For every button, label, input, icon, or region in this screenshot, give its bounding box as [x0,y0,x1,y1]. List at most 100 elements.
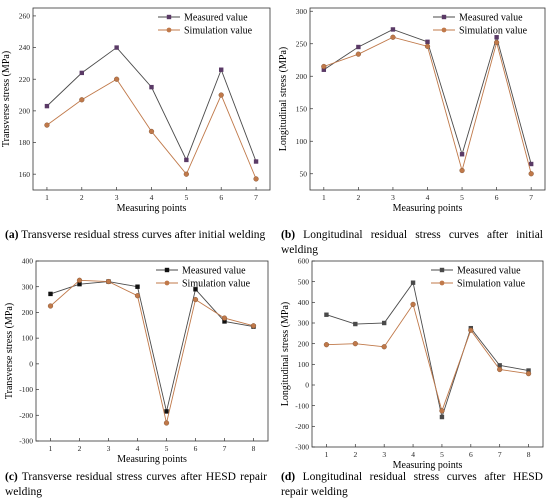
y-tick-label: 100 [298,360,310,369]
simulation-point [355,51,361,57]
measured-point [184,157,189,163]
x-tick-label: 4 [150,193,154,202]
y-tick-label: 200 [22,308,34,317]
simulation-point [410,301,416,308]
simulation-point [148,128,155,135]
measured-point [48,291,53,297]
chart-c-svg: -300 -200 -100 0 100 200 300 400 1 2 3 4 5 6 7 8 Measuri… [4,257,269,465]
plot-frame [35,260,269,442]
simulation-point [47,303,54,309]
legend-label: Simulation value [182,279,251,290]
chart-d-svg: -300 -200 -100 0 100 200 300 400 500 600 1 2 3 4 5 6 7 8 M… [280,257,544,471]
x-tick-label: 7 [498,450,502,459]
y-tick-label: 260 [19,12,31,21]
measured-point [425,39,430,44]
measured-point [77,281,82,287]
caption-a-label: (a) [5,229,19,241]
y-tick-label: 220 [19,75,31,84]
legend-marker [166,27,172,33]
y-tick-label: 200 [19,106,31,115]
measured-point [79,70,84,76]
simulation-point [497,366,503,373]
measured-point [149,84,154,90]
y-tick-label: 300 [298,319,310,328]
simulation-point [381,344,387,350]
simulation-point [439,408,445,414]
y-tick-label: 100 [22,334,34,343]
x-tick-label: 3 [391,193,395,202]
legend-marker [164,267,170,273]
x-tick-label: 5 [460,193,464,202]
measured-point [528,161,534,167]
legend-marker [164,280,170,286]
x-tick-label: 7 [223,444,227,453]
legend-label: Simulation value [459,26,528,37]
measured-point [526,368,531,373]
measured-point [459,152,465,157]
simulation-line [50,279,254,424]
y-tick-label: 0 [305,381,309,390]
legend-label: Measured value [184,13,248,24]
measured-point [44,103,50,109]
simulation-point [528,171,534,177]
measured-point [353,321,358,327]
caption-d-label: (d) [281,471,296,483]
y-tick-label: 300 [22,282,34,291]
y-tick-label: 500 [298,277,310,286]
chart-panel-a: 160 180 200 220 240 260 1 2 3 4 5 6 7 Measuring point… [0,0,275,225]
x-tick-label: 7 [529,193,533,202]
measured-point [193,287,198,292]
legend-label: Measured value [457,266,521,277]
y-axis-label: Transverse stress (MPa) [1,51,12,147]
measured-point [356,44,361,50]
simulation-point [134,293,141,299]
simulation-point [163,420,170,426]
y-tick-label: 200 [298,339,310,348]
simulation-line [323,36,532,174]
simulation-point [105,278,112,285]
caption-c: (c) Transverse residual stress curves af… [5,470,267,500]
simulation-point [424,43,431,49]
measured-point [164,409,169,414]
x-tick-label: 8 [252,444,256,453]
x-tick-label: 1 [49,444,53,453]
caption-d-text: Longitudinal residual stress curves afte… [281,471,543,498]
y-tick-label: 300 [296,7,308,16]
measured-point [321,67,327,72]
legend-marker [439,267,445,273]
x-axis-label: Measuring points [117,203,187,214]
simulation-line [326,303,529,413]
x-tick-label: 4 [136,444,140,453]
simulation-point [390,34,396,40]
measured-point [497,363,502,368]
legend-label: Measured value [459,13,523,24]
simulation-point [218,92,224,98]
x-tick-label: 5 [184,193,188,202]
y-tick-label: -200 [19,411,33,420]
simulation-point [494,39,500,46]
caption-a: (a) Transverse residual stress curves af… [5,228,267,243]
x-tick-label: 1 [325,450,329,459]
x-tick-label: 8 [527,450,531,459]
chart-panel-d: -300 -200 -100 0 100 200 300 400 500 600 1 2 3 4 5 6 7 8 M… [275,257,550,471]
simulation-point [192,296,199,303]
caption-a-text: Transverse residual stress curves after … [18,229,266,241]
chart-a-svg: 160 180 200 220 240 260 1 2 3 4 5 6 7 Measuring point… [1,7,271,214]
y-tick-label: 600 [298,257,310,266]
simulation-point [459,167,465,174]
x-tick-label: 4 [411,450,415,459]
caption-c-text: Transverse residual stress curves after … [5,471,267,498]
x-axis-label: Measuring points [117,454,187,465]
legend-label: Simulation value [184,26,253,37]
caption-b-label: (b) [281,229,296,241]
simulation-point [76,277,83,283]
y-tick-label: 50 [300,169,308,178]
chart-panel-c: -300 -200 -100 0 100 200 300 400 1 2 3 4 5 6 7 8 Measuri… [0,257,275,468]
legend-marker [441,14,447,20]
x-tick-label: 3 [382,450,386,459]
measured-line [323,28,532,165]
y-tick-label: 240 [19,43,31,52]
x-tick-label: 4 [426,193,430,202]
legend-label: Measured value [182,266,246,277]
y-tick-label: 400 [22,257,34,266]
